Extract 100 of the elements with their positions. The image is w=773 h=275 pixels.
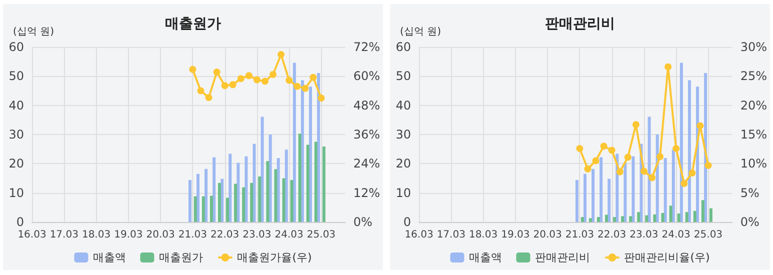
y-tick-label: 60 <box>8 40 24 54</box>
x-tick-label: 25.03 <box>306 230 336 240</box>
y-tick-label: 10 <box>396 186 411 200</box>
y2-tick-label: 15% <box>740 128 767 142</box>
x-tick-label: 16.03 <box>404 230 434 240</box>
x-tick-label: 18.03 <box>468 230 498 240</box>
point <box>648 174 656 182</box>
point <box>197 87 204 94</box>
bar <box>268 134 272 222</box>
legend-label: 매출액 <box>93 251 126 264</box>
bar <box>322 146 326 222</box>
bar <box>709 208 712 222</box>
bar <box>656 134 659 222</box>
chart-title: 판매관리비 <box>545 16 615 32</box>
bar <box>701 200 704 222</box>
point <box>576 145 584 152</box>
bar <box>613 217 616 222</box>
point <box>245 72 252 80</box>
bar <box>282 178 286 222</box>
y-tick-label: 30 <box>8 128 24 142</box>
x-tick-label: 22.03 <box>210 230 240 240</box>
legend-label: 판매관리비 <box>535 251 590 264</box>
y-tick-label: 0 <box>16 215 24 229</box>
bar <box>212 157 216 222</box>
legend-label: 매출원가 <box>159 251 204 264</box>
bar <box>680 62 683 222</box>
y2-tick-label: 25% <box>740 69 767 84</box>
point <box>616 168 624 176</box>
bar <box>266 161 270 222</box>
point <box>592 157 600 164</box>
x-tick-label: 19.03 <box>114 230 143 240</box>
point <box>213 68 220 76</box>
y2-tick-label: 60% <box>353 69 380 84</box>
legend-label: 매출원가율(우) <box>237 251 312 264</box>
point <box>278 51 285 58</box>
x-tick-label: 21.03 <box>565 230 594 240</box>
bar <box>637 212 640 222</box>
point <box>680 180 688 187</box>
point <box>310 74 317 81</box>
bar <box>234 184 238 222</box>
y-tick-label: 30 <box>396 128 411 142</box>
x-tick-label: 21.03 <box>178 230 207 240</box>
y-tick-label: 60 <box>396 40 411 54</box>
point <box>608 146 616 154</box>
bar <box>252 144 256 222</box>
point <box>688 170 696 176</box>
bar <box>314 142 318 222</box>
point <box>672 145 680 152</box>
x-tick-label: 17.03 <box>436 230 466 240</box>
bar <box>600 157 603 222</box>
bar <box>258 176 262 222</box>
point <box>664 63 672 70</box>
x-tick-label: 23.03 <box>630 230 658 240</box>
point <box>205 94 212 102</box>
x-tick-label: 25.03 <box>694 230 723 240</box>
bar <box>292 62 296 222</box>
y2-tick-label: 10% <box>740 156 767 171</box>
point <box>656 153 664 160</box>
bar <box>575 180 578 222</box>
bar <box>672 150 675 222</box>
bar <box>693 210 696 222</box>
x-tick-label: 19.03 <box>501 230 530 240</box>
bar <box>621 216 624 222</box>
chart-title: 매출원가 <box>165 16 221 32</box>
point <box>704 162 712 169</box>
y-axis-title: (십억 원) <box>400 26 442 38</box>
bar <box>242 187 246 222</box>
y2-tick-label: 48% <box>353 98 380 112</box>
bar <box>250 182 254 222</box>
x-tick-label: 24.03 <box>274 230 304 240</box>
point <box>229 81 236 88</box>
point <box>632 121 640 128</box>
point <box>253 76 260 84</box>
y2-tick-label: 12% <box>353 186 380 200</box>
y2-tick-label: 72% <box>353 40 380 54</box>
bar <box>661 212 664 222</box>
bar <box>290 180 294 222</box>
point <box>584 165 592 172</box>
bar <box>284 150 288 222</box>
bar <box>276 158 280 222</box>
y2-tick-label: 0% <box>740 215 760 229</box>
point <box>302 84 309 92</box>
point <box>294 82 301 90</box>
bar <box>210 196 213 222</box>
legend-label: 매출액 <box>469 251 502 264</box>
y2-tick-label: 36% <box>353 128 380 142</box>
bar <box>648 116 651 222</box>
y-tick-label: 40 <box>396 98 411 112</box>
y-tick-label: 10 <box>8 186 24 200</box>
x-tick-label: 23.03 <box>242 230 272 240</box>
bar <box>308 86 312 222</box>
bar <box>580 217 584 222</box>
bar <box>218 182 221 222</box>
bar <box>629 216 632 222</box>
bar <box>669 206 672 222</box>
x-tick-label: 18.03 <box>82 230 111 240</box>
bar <box>204 168 208 222</box>
bar <box>624 162 627 222</box>
x-tick-label: 22.03 <box>597 230 626 240</box>
point <box>696 122 704 130</box>
